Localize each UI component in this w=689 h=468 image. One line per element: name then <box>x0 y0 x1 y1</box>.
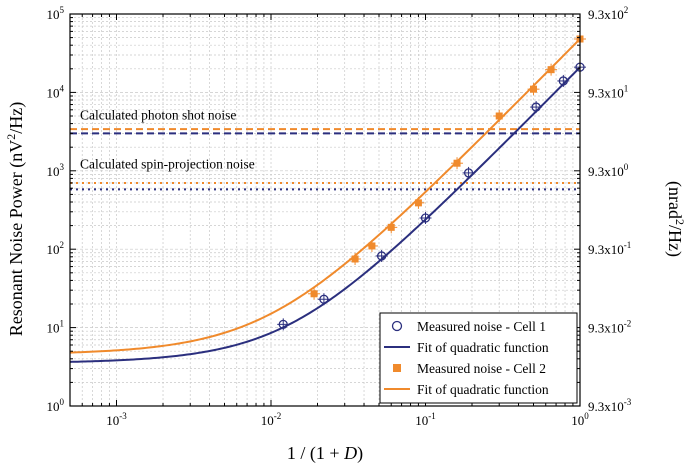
x-tick-label: 10-2 <box>261 411 282 428</box>
data-point <box>419 212 432 225</box>
legend-circle-swatch <box>391 320 403 332</box>
y2-axis-label: (nrad2/Hz) <box>664 181 687 257</box>
legend-entry: Measured noise - Cell 2 <box>393 361 546 376</box>
y-tick-label: 102 <box>47 240 65 257</box>
x-tick-label: 10-3 <box>106 411 127 428</box>
legend-label: Measured noise - Cell 2 <box>417 361 546 376</box>
annotation-label: Calculated photon shot noise <box>80 107 236 122</box>
data-point <box>451 157 464 170</box>
fit-line-3 <box>69 38 581 354</box>
y2-tick-label: 9.3x10-2 <box>588 319 631 336</box>
legend-entry: Measured noise - Cell 1 <box>391 319 546 334</box>
x-axis-label: 1 / (1 + D) <box>287 443 363 464</box>
data-point <box>545 63 558 76</box>
y-tick-label: 103 <box>47 162 65 179</box>
y-tick-label: 104 <box>47 83 65 100</box>
data-point <box>308 287 321 300</box>
series-layer <box>69 32 586 363</box>
legend-square-swatch <box>393 364 401 372</box>
fit-line-1 <box>69 66 581 363</box>
legend: Measured noise - Cell 1 Fit of quadratic … <box>379 312 578 404</box>
x-tick-label: 10-1 <box>415 411 436 428</box>
annotation-label: Calculated spin-projection noise <box>80 156 255 171</box>
y2-tick-label: 9.3x101 <box>588 83 628 100</box>
grid <box>69 14 580 407</box>
legend-box <box>379 312 578 404</box>
annotations: Calculated photon shot noise Calculated s… <box>80 107 255 171</box>
legend-label: Measured noise - Cell 1 <box>417 319 546 334</box>
legend-entry: Fit of quadratic function <box>384 382 549 397</box>
y2-tick-label: 9.3x10-1 <box>588 240 631 257</box>
x-tick-label: 100 <box>571 411 589 428</box>
reference-lines <box>70 128 580 191</box>
y-tick-label: 100 <box>47 397 65 414</box>
y-axis-label: Resonant Noise Power (nV2/Hz) <box>4 102 27 336</box>
y2-tick-label: 9.3x102 <box>588 5 628 22</box>
plot-frame <box>69 13 581 407</box>
y-tick-label: 105 <box>47 5 65 22</box>
legend-entry: Fit of quadratic function <box>384 340 549 355</box>
legend-label: Fit of quadratic function <box>417 382 549 397</box>
y2-tick-label: 9.3x10-3 <box>588 397 632 414</box>
y-tick-label: 101 <box>47 319 65 336</box>
legend-label: Fit of quadratic function <box>417 340 549 355</box>
axes: 10-3 10-2 10-1 100 100 101 102 103 104 105 9.3x10-… <box>47 5 632 428</box>
y2-tick-label: 9.3x100 <box>588 162 629 179</box>
